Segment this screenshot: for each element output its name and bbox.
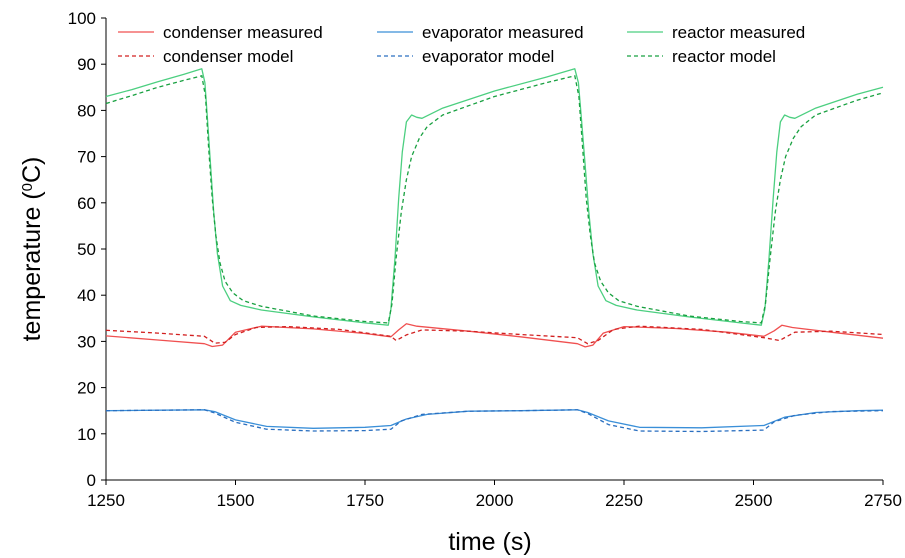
y-tick-label: 30 bbox=[77, 332, 96, 351]
legend-label: reactor measured bbox=[672, 23, 805, 42]
x-tick-label: 1500 bbox=[217, 491, 255, 510]
x-tick-label: 1750 bbox=[346, 491, 384, 510]
y-tick-label: 20 bbox=[77, 379, 96, 398]
legend-label: evaporator measured bbox=[422, 23, 584, 42]
legend: condenser measured condenser model evapora… bbox=[118, 23, 805, 66]
y-axis-title-main: temperature ( bbox=[18, 191, 46, 342]
y-tick-label: 50 bbox=[77, 240, 96, 259]
x-tick-label: 2000 bbox=[476, 491, 514, 510]
y-tick-label: 40 bbox=[77, 286, 96, 305]
y-tick-label: 60 bbox=[77, 194, 96, 213]
y-tick-label: 90 bbox=[77, 55, 96, 74]
series-line-evaporator-measured bbox=[105, 409, 884, 429]
series-line-evaporator-model bbox=[105, 409, 884, 433]
series-line-reactor-model bbox=[105, 75, 884, 324]
series-line-condenser-measured bbox=[105, 323, 884, 348]
legend-label: condenser model bbox=[163, 47, 293, 66]
x-tick-label: 2750 bbox=[864, 491, 902, 510]
legend-label: evaporator model bbox=[422, 47, 554, 66]
y-axis-title-sup: 0 bbox=[19, 183, 36, 191]
y-tick-label: 100 bbox=[68, 9, 96, 28]
y-tick-label: 0 bbox=[87, 471, 96, 490]
legend-label: condenser measured bbox=[163, 23, 323, 42]
x-tick-label: 1250 bbox=[87, 491, 125, 510]
x-axis-title: time (s) bbox=[448, 528, 531, 556]
y-tick-label: 80 bbox=[77, 101, 96, 120]
y-tick-label: 10 bbox=[77, 425, 96, 444]
y-axis-title-end: C) bbox=[18, 157, 46, 183]
y-tick-label: 70 bbox=[77, 148, 96, 167]
x-tick-label: 2500 bbox=[735, 491, 773, 510]
x-ticks: 1250 1500 1750 2000 2250 2500 2750 bbox=[87, 480, 902, 510]
x-tick-label: 2250 bbox=[605, 491, 643, 510]
series-group bbox=[105, 68, 884, 433]
series-line-reactor-measured bbox=[105, 68, 884, 326]
legend-label: reactor model bbox=[672, 47, 776, 66]
y-axis-title: temperature (0C) bbox=[18, 157, 46, 342]
y-ticks: 0 10 20 30 40 50 60 70 80 90 100 bbox=[68, 9, 106, 490]
